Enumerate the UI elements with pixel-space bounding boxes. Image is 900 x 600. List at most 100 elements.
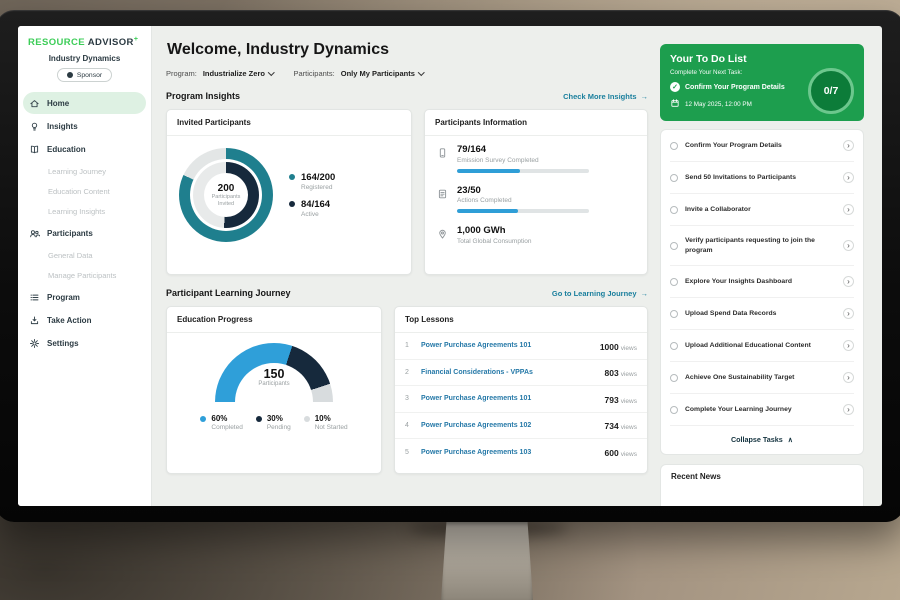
collapse-label: Collapse Tasks bbox=[730, 435, 783, 445]
lesson-title-link[interactable]: Power Purchase Agreements 101 bbox=[421, 395, 532, 403]
lesson-row[interactable]: 2 Financial Considerations - VPPAs 803 vi… bbox=[395, 360, 647, 386]
task-item[interactable]: Confirm Your Program Details › bbox=[670, 130, 854, 162]
lesson-views: 600 bbox=[604, 448, 619, 459]
task-checkbox[interactable] bbox=[670, 405, 678, 414]
sidebar-item-participants[interactable]: Participants bbox=[23, 222, 146, 244]
task-checkbox[interactable] bbox=[670, 341, 678, 350]
task-item[interactable]: Send 50 Invitations to Participants › bbox=[670, 162, 854, 194]
card-title: Education Progress bbox=[167, 307, 381, 333]
task-label: Upload Spend Data Records bbox=[685, 309, 777, 317]
gauge-legend: 60% Completed 30% Pending bbox=[200, 414, 348, 431]
people-icon bbox=[29, 228, 40, 239]
sidebar-item-settings[interactable]: Settings bbox=[23, 332, 146, 354]
lesson-row[interactable]: 5 Power Purchase Agreements 103 600 views bbox=[395, 439, 647, 466]
progress-track bbox=[457, 168, 589, 173]
task-item[interactable]: Complete Your Learning Journey › bbox=[670, 394, 854, 427]
task-label: Send 50 Invitations to Participants bbox=[685, 173, 797, 181]
list-icon bbox=[29, 292, 40, 303]
lesson-rank: 5 bbox=[405, 448, 409, 456]
program-filter-label: Program: bbox=[166, 69, 197, 78]
check-more-insights-link[interactable]: Check More Insights → bbox=[563, 92, 648, 101]
sponsor-badge[interactable]: Sponsor bbox=[56, 68, 113, 83]
gear-icon bbox=[29, 338, 40, 349]
sidebar-item-home[interactable]: Home bbox=[23, 92, 146, 115]
task-checkbox[interactable] bbox=[670, 277, 678, 286]
go-to-learning-journey-link[interactable]: Go to Learning Journey → bbox=[552, 289, 648, 298]
invited-participants-card: Invited Participants 200 Participants In… bbox=[166, 109, 412, 275]
task-item[interactable]: Explore Your Insights Dashboard › bbox=[670, 266, 854, 299]
chevron-right-icon: › bbox=[843, 276, 854, 288]
stat-value: 23/50 bbox=[457, 184, 481, 196]
task-item[interactable]: Invite a Collaborator › bbox=[670, 194, 854, 226]
task-item[interactable]: Upload Additional Educational Content › bbox=[670, 330, 854, 363]
lesson-row[interactable]: 4 Power Purchase Agreements 102 734 views bbox=[395, 413, 647, 439]
lesson-title-link[interactable]: Power Purchase Agreements 102 bbox=[421, 421, 532, 429]
invited-donut-chart: 200 Participants Invited bbox=[179, 148, 273, 242]
lesson-title-link[interactable]: Power Purchase Agreements 103 bbox=[421, 448, 532, 456]
task-checkbox[interactable] bbox=[670, 309, 678, 318]
program-filter-dropdown[interactable]: Industrialize Zero bbox=[202, 69, 275, 78]
section-title: Participant Learning Journey bbox=[166, 288, 291, 298]
legend-dot-gray bbox=[303, 416, 310, 422]
task-checkbox[interactable] bbox=[670, 141, 678, 150]
legend-dot-navy bbox=[255, 416, 262, 422]
legend-value: 84/164 bbox=[301, 199, 331, 210]
program-filter-value: Industrialize Zero bbox=[202, 69, 265, 78]
sidebar-item-take-action[interactable]: Take Action bbox=[23, 309, 146, 331]
todo-progress-value: 0/7 bbox=[823, 85, 839, 97]
todo-next-task-label: Confirm Your Program Details bbox=[685, 83, 785, 91]
sidebar-item-insights[interactable]: Insights bbox=[23, 115, 146, 137]
legend-dot-blue bbox=[200, 416, 207, 422]
collapse-tasks-link[interactable]: Collapse Tasks ∧ bbox=[670, 426, 854, 454]
stat-label: Total Global Consumption bbox=[457, 237, 532, 245]
sidebar-item-learning-journey[interactable]: Learning Journey bbox=[18, 161, 151, 181]
home-icon bbox=[29, 98, 40, 109]
page-title: Welcome, Industry Dynamics bbox=[167, 41, 389, 58]
progress-track bbox=[457, 209, 589, 213]
todo-subtitle: Complete Your Next Task: bbox=[670, 69, 743, 76]
lesson-title-link[interactable]: Financial Considerations - VPPAs bbox=[421, 368, 533, 376]
lesson-title-link[interactable]: Power Purchase Agreements 101 bbox=[421, 342, 532, 350]
todo-list-card: Your To Do List Complete Your Next Task:… bbox=[660, 44, 864, 121]
todo-due-label: 12 May 2025, 12:00 PM bbox=[685, 100, 752, 108]
sidebar-item-education-content[interactable]: Education Content bbox=[18, 181, 151, 201]
task-item[interactable]: Verify participants requesting to join t… bbox=[670, 226, 854, 267]
legend-item-completed: 60% Completed bbox=[200, 414, 243, 431]
sidebar-item-label: Home bbox=[47, 98, 70, 108]
task-checkbox[interactable] bbox=[670, 373, 678, 382]
participants-filter-label: Participants: bbox=[293, 69, 335, 78]
sidebar-item-manage-participants[interactable]: Manage Participants bbox=[18, 265, 151, 285]
sidebar: RESOURCE ADVISOR+ Industry Dynamics Spon… bbox=[18, 26, 152, 506]
arrow-right-icon: → bbox=[640, 91, 649, 101]
todo-next-task[interactable]: ✓ Confirm Your Program Details bbox=[670, 82, 800, 92]
sidebar-item-label: Take Action bbox=[47, 315, 92, 325]
lesson-rank: 1 bbox=[405, 342, 409, 350]
lesson-row[interactable]: 3 Power Purchase Agreements 101 793 views bbox=[395, 386, 647, 413]
participants-filter-dropdown[interactable]: Only My Participants bbox=[341, 69, 425, 78]
lesson-views-label: views bbox=[620, 371, 637, 379]
education-gauge-chart: 150 Participants bbox=[215, 343, 333, 402]
sidebar-item-program[interactable]: Program bbox=[23, 286, 146, 308]
legend-label: Completed bbox=[211, 424, 243, 431]
task-label: Invite a Collaborator bbox=[685, 205, 751, 213]
sidebar-item-learning-insights[interactable]: Learning Insights bbox=[18, 201, 151, 221]
monitor-bezel: RESOURCE ADVISOR+ Industry Dynamics Spon… bbox=[0, 10, 900, 522]
task-checkbox[interactable] bbox=[670, 241, 678, 250]
task-checkbox[interactable] bbox=[670, 173, 678, 182]
sidebar-subitem-label: General Data bbox=[48, 250, 93, 260]
donut-center-value: 200 bbox=[217, 182, 235, 194]
sidebar-item-general-data[interactable]: General Data bbox=[18, 245, 151, 265]
task-item[interactable]: Upload Spend Data Records › bbox=[670, 298, 854, 331]
sidebar-item-education[interactable]: Education bbox=[23, 138, 146, 160]
chevron-right-icon: › bbox=[843, 340, 854, 352]
sidebar-subitem-label: Education Content bbox=[48, 186, 110, 196]
lesson-row[interactable]: 1 Power Purchase Agreements 101 1000 view… bbox=[395, 333, 647, 360]
sidebar-item-label: Settings bbox=[47, 338, 79, 348]
check-circle-icon: ✓ bbox=[670, 82, 680, 92]
stat-value: 79/164 bbox=[457, 144, 487, 155]
app-logo: RESOURCE ADVISOR+ bbox=[18, 26, 151, 52]
task-item[interactable]: Achieve One Sustainability Target › bbox=[670, 362, 854, 395]
mobile-device-icon bbox=[437, 146, 448, 158]
legend-value: 10% bbox=[314, 414, 331, 423]
task-checkbox[interactable] bbox=[670, 205, 678, 214]
